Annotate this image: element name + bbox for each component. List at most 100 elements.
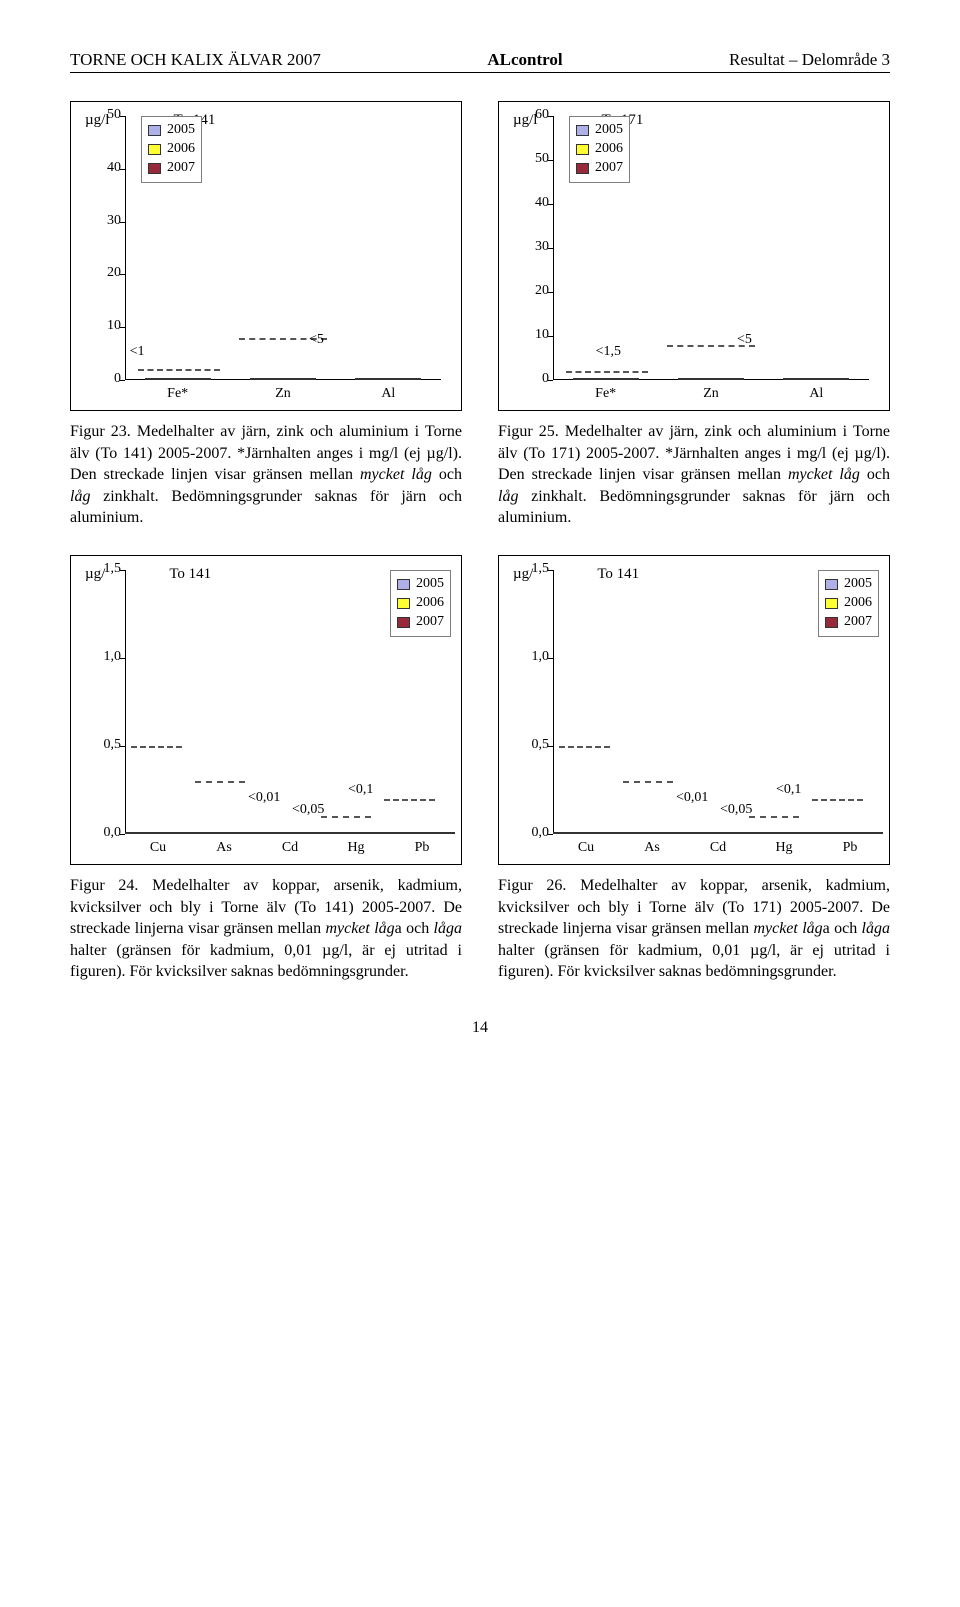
chart-to141-trace-dup: µg/ To 1412005200620071,51,00,50,0CuAsCd…	[498, 555, 890, 865]
bar	[795, 832, 817, 834]
bar	[294, 378, 316, 380]
bar	[355, 378, 377, 380]
bar-group: Fe*	[573, 378, 639, 380]
bar	[169, 832, 191, 834]
bar-group: As	[619, 832, 685, 834]
bar-group: Hg	[751, 832, 817, 834]
y-tick-label: 0	[114, 371, 121, 387]
x-tick-label: Fe*	[167, 386, 188, 402]
threshold-line	[131, 746, 182, 748]
annotation: <0,01	[248, 790, 280, 806]
bar	[213, 832, 235, 834]
x-tick-label: As	[644, 840, 660, 856]
bar	[145, 378, 167, 380]
bar	[729, 832, 751, 834]
y-tick-label: 1,0	[532, 649, 550, 665]
bar-group: As	[191, 832, 257, 834]
bar-group: Cd	[685, 832, 751, 834]
x-tick-label: Pb	[415, 840, 430, 856]
bar	[641, 832, 663, 834]
header-center: ALcontrol	[487, 50, 562, 70]
bar	[751, 832, 773, 834]
bar	[250, 378, 272, 380]
annotation: <5	[737, 332, 752, 348]
y-tick-label: 0,5	[104, 737, 122, 753]
bar	[257, 832, 279, 834]
x-tick-label: Zn	[703, 386, 719, 402]
bar-group: Pb	[389, 832, 455, 834]
bar	[433, 832, 455, 834]
bar	[389, 832, 411, 834]
bar	[685, 832, 707, 834]
bar	[619, 832, 641, 834]
bar	[595, 378, 617, 380]
threshold-line	[384, 799, 435, 801]
x-tick-label: Al	[809, 386, 823, 402]
bar	[575, 832, 597, 834]
caption-fig26: Figur 26. Medelhalter av koppar, arsenik…	[498, 875, 890, 983]
bar-group: Zn	[250, 378, 316, 380]
bar-group: Cu	[125, 832, 191, 834]
threshold-line	[195, 781, 246, 783]
bar	[301, 832, 323, 834]
y-tick-label: 10	[535, 327, 549, 343]
bar	[377, 378, 399, 380]
bar-group: Al	[783, 378, 849, 380]
bar	[573, 378, 595, 380]
y-tick-label: 1,5	[532, 561, 550, 577]
bar	[191, 832, 213, 834]
bar-group: Hg	[323, 832, 389, 834]
bar	[700, 378, 722, 380]
y-tick-label: 40	[535, 195, 549, 211]
bar	[367, 832, 389, 834]
bar	[783, 378, 805, 380]
bar-group: Cu	[553, 832, 619, 834]
bar-group: Fe*	[145, 378, 211, 380]
x-tick-label: Pb	[843, 840, 858, 856]
threshold-line	[812, 799, 863, 801]
annotation: <0,01	[676, 790, 708, 806]
bar	[707, 832, 729, 834]
y-tick-label: 0,0	[104, 825, 122, 841]
bar	[663, 832, 685, 834]
bar-group: Zn	[678, 378, 744, 380]
y-tick-label: 30	[107, 213, 121, 229]
annotation: <5	[309, 332, 324, 348]
bar	[272, 378, 294, 380]
threshold-line	[566, 371, 648, 373]
y-tick-label: 50	[107, 107, 121, 123]
page-number: 14	[70, 1019, 890, 1037]
page-header: TORNE OCH KALIX ÄLVAR 2007 ALcontrol Res…	[70, 50, 890, 73]
x-tick-label: Zn	[275, 386, 291, 402]
header-right: Resultat – Delområde 3	[729, 50, 890, 70]
y-tick-label: 50	[535, 151, 549, 167]
y-tick-label: 60	[535, 107, 549, 123]
y-tick-label: 1,5	[104, 561, 122, 577]
bar-group: Pb	[817, 832, 883, 834]
bar-group: Cd	[257, 832, 323, 834]
y-tick-label: 0	[542, 371, 549, 387]
annotation: <0,1	[776, 782, 801, 798]
annotation: <1	[130, 344, 145, 360]
bar	[167, 378, 189, 380]
x-tick-label: Hg	[775, 840, 792, 856]
bar	[279, 832, 301, 834]
bar	[125, 832, 147, 834]
bar	[839, 832, 861, 834]
y-tick-label: 30	[535, 239, 549, 255]
threshold-line	[321, 816, 372, 818]
x-tick-label: Al	[381, 386, 395, 402]
y-tick-label: 1,0	[104, 649, 122, 665]
chart-to141-metals: µg/l To 14120052006200750403020100Fe*ZnA…	[70, 101, 462, 411]
bar	[235, 832, 257, 834]
bar	[147, 832, 169, 834]
bar	[861, 832, 883, 834]
header-left: TORNE OCH KALIX ÄLVAR 2007	[70, 50, 321, 70]
x-tick-label: Hg	[347, 840, 364, 856]
x-tick-label: Cu	[578, 840, 594, 856]
chart-to141-trace: µg/ To 1412005200620071,51,00,50,0CuAsCd…	[70, 555, 462, 865]
bar	[345, 832, 367, 834]
bar	[805, 378, 827, 380]
x-tick-label: Cd	[282, 840, 298, 856]
bar	[553, 832, 575, 834]
